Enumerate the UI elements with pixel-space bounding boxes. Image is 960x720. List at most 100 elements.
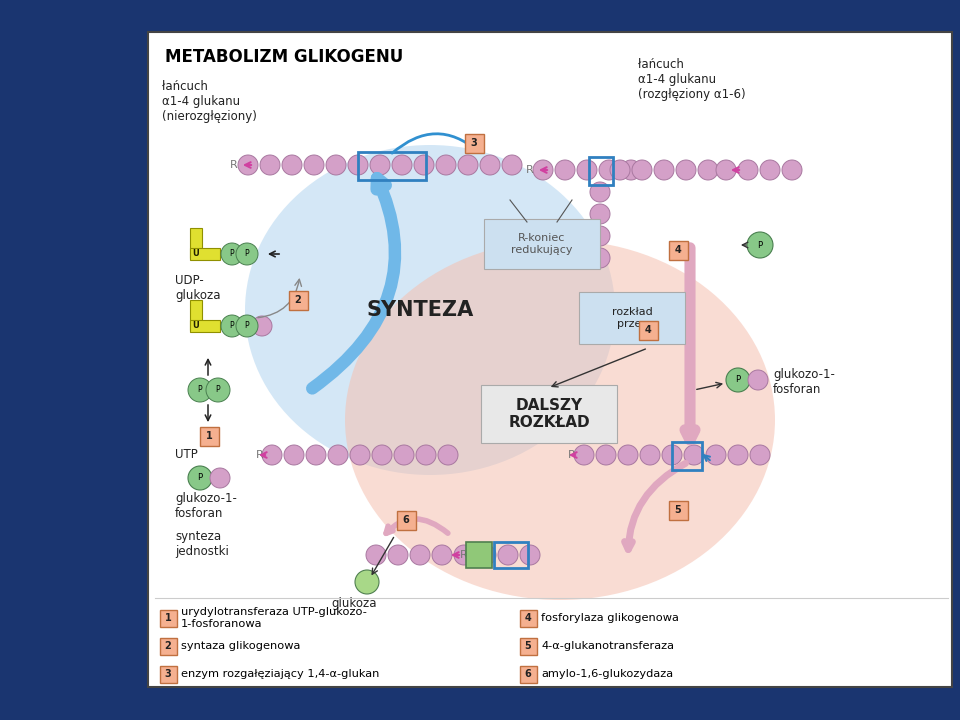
Text: R: R [526, 165, 534, 175]
Bar [190, 300, 202, 330]
Text: glukozo-1-
fosforan: glukozo-1- fosforan [773, 368, 835, 396]
Circle shape [738, 160, 758, 180]
FancyBboxPatch shape [579, 292, 685, 344]
Text: 6: 6 [524, 669, 532, 679]
Circle shape [238, 155, 258, 175]
Text: P: P [245, 250, 250, 258]
FancyBboxPatch shape [396, 510, 416, 529]
Circle shape [206, 378, 230, 402]
Circle shape [782, 160, 802, 180]
Text: P: P [229, 250, 234, 258]
Circle shape [221, 243, 243, 265]
Text: 5: 5 [524, 641, 532, 651]
FancyBboxPatch shape [465, 133, 484, 153]
Circle shape [438, 445, 458, 465]
Text: amylo-1,6-glukozydaza: amylo-1,6-glukozydaza [541, 669, 673, 679]
Text: P: P [198, 474, 203, 482]
Circle shape [410, 545, 430, 565]
Circle shape [262, 445, 282, 465]
Text: R: R [256, 450, 264, 460]
Circle shape [676, 160, 696, 180]
Circle shape [304, 155, 324, 175]
Text: UTP: UTP [175, 448, 198, 461]
Text: P: P [216, 385, 220, 395]
Text: P: P [735, 376, 740, 384]
Text: UDP-
glukoza: UDP- glukoza [175, 274, 221, 302]
Circle shape [574, 445, 594, 465]
Circle shape [394, 445, 414, 465]
Circle shape [590, 204, 610, 224]
Text: enzym rozgałęziający 1,4-α-glukan: enzym rozgałęziający 1,4-α-glukan [181, 669, 379, 679]
FancyBboxPatch shape [289, 290, 307, 310]
Text: 2: 2 [295, 295, 301, 305]
Circle shape [610, 160, 630, 180]
Circle shape [750, 445, 770, 465]
Circle shape [348, 155, 368, 175]
Circle shape [414, 155, 434, 175]
Text: urydylotransferaza UTP-glukozo-
1-fosforanowa: urydylotransferaza UTP-glukozo- 1-fosfor… [181, 607, 367, 629]
Text: R-koniec
redukujący: R-koniec redukujący [512, 233, 573, 255]
Circle shape [654, 160, 674, 180]
Circle shape [760, 160, 780, 180]
Bar [358, 152, 426, 180]
Circle shape [282, 155, 302, 175]
Bar [494, 542, 528, 568]
Text: glukoza: glukoza [331, 597, 376, 610]
Circle shape [236, 243, 258, 265]
Text: 6: 6 [402, 515, 409, 525]
Circle shape [698, 160, 718, 180]
Text: 4-α-glukanotransferaza: 4-α-glukanotransferaza [541, 641, 674, 651]
Text: U: U [193, 322, 200, 330]
Circle shape [326, 155, 346, 175]
Circle shape [350, 445, 370, 465]
FancyBboxPatch shape [519, 665, 537, 683]
Text: 4: 4 [644, 325, 652, 335]
Circle shape [370, 155, 390, 175]
Text: P: P [229, 322, 234, 330]
FancyBboxPatch shape [638, 320, 658, 340]
Circle shape [392, 155, 412, 175]
Circle shape [621, 160, 641, 180]
Text: SYNTEZA: SYNTEZA [367, 300, 473, 320]
Circle shape [716, 160, 736, 180]
Bar [190, 228, 202, 258]
Circle shape [590, 182, 610, 202]
Text: 1: 1 [164, 613, 172, 623]
Text: fosforylaza glikogenowa: fosforylaza glikogenowa [541, 613, 679, 623]
Text: U: U [193, 250, 200, 258]
FancyBboxPatch shape [519, 637, 537, 654]
Text: P: P [245, 322, 250, 330]
Text: 5: 5 [675, 505, 682, 515]
Circle shape [432, 545, 452, 565]
Text: 3: 3 [164, 669, 172, 679]
Bar [190, 320, 220, 332]
Circle shape [306, 445, 326, 465]
Circle shape [599, 160, 619, 180]
Circle shape [533, 160, 553, 180]
Text: P: P [198, 385, 203, 395]
Text: syntaza glikogenowa: syntaza glikogenowa [181, 641, 300, 651]
Circle shape [236, 315, 258, 337]
FancyBboxPatch shape [159, 665, 177, 683]
Circle shape [502, 155, 522, 175]
Circle shape [252, 316, 272, 336]
FancyBboxPatch shape [484, 219, 600, 269]
Text: rozkład
przez: rozkład przez [612, 307, 653, 329]
Ellipse shape [345, 240, 775, 600]
Circle shape [454, 545, 474, 565]
Circle shape [632, 160, 652, 180]
Circle shape [284, 445, 304, 465]
Circle shape [684, 445, 704, 465]
Circle shape [662, 445, 682, 465]
FancyBboxPatch shape [519, 610, 537, 626]
Circle shape [726, 368, 750, 392]
Bar [148, 32, 952, 687]
Circle shape [480, 155, 500, 175]
Text: glukozo-1-
fosforan: glukozo-1- fosforan [175, 492, 237, 520]
Circle shape [221, 315, 243, 337]
Circle shape [388, 545, 408, 565]
Circle shape [555, 160, 575, 180]
Text: 2: 2 [164, 641, 172, 651]
Circle shape [355, 570, 379, 594]
Circle shape [416, 445, 436, 465]
